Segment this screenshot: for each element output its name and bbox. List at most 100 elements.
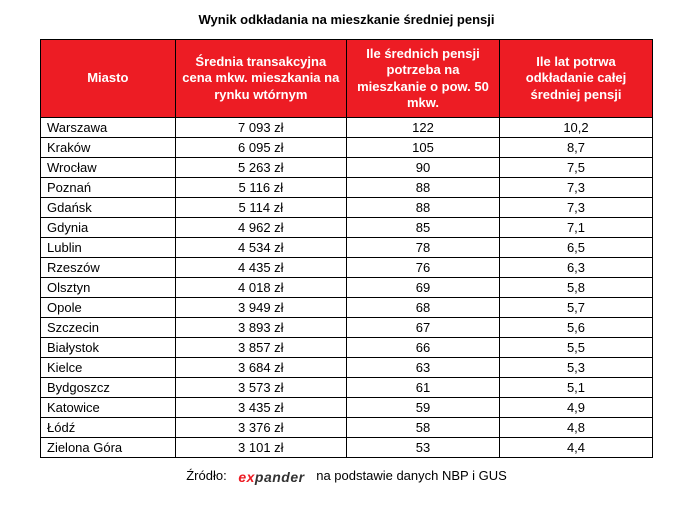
cell-city: Olsztyn — [41, 278, 176, 298]
cell-price: 5 116 zł — [175, 178, 346, 198]
cell-years: 7,1 — [499, 218, 652, 238]
table-row: Gdańsk5 114 zł887,3 — [41, 198, 653, 218]
cell-years: 10,2 — [499, 118, 652, 138]
table-row: Olsztyn4 018 zł695,8 — [41, 278, 653, 298]
cell-years: 5,6 — [499, 318, 652, 338]
cell-price: 4 018 zł — [175, 278, 346, 298]
cell-price: 4 534 zł — [175, 238, 346, 258]
page-title: Wynik odkładania na mieszkanie średniej … — [40, 12, 653, 27]
col-header-city: Miasto — [41, 40, 176, 118]
col-header-years: Ile lat potrwa odkładanie całej średniej… — [499, 40, 652, 118]
table-row: Kraków6 095 zł1058,7 — [41, 138, 653, 158]
cell-salaries: 66 — [346, 338, 499, 358]
cell-price: 5 114 zł — [175, 198, 346, 218]
cell-price: 3 949 zł — [175, 298, 346, 318]
cell-city: Białystok — [41, 338, 176, 358]
cell-price: 3 684 zł — [175, 358, 346, 378]
cell-salaries: 59 — [346, 398, 499, 418]
logo-rest: pander — [255, 469, 305, 485]
table-row: Bydgoszcz3 573 zł615,1 — [41, 378, 653, 398]
cell-salaries: 105 — [346, 138, 499, 158]
cell-city: Szczecin — [41, 318, 176, 338]
table-row: Kielce3 684 zł635,3 — [41, 358, 653, 378]
expander-logo: expander — [234, 469, 308, 485]
cell-price: 3 376 zł — [175, 418, 346, 438]
cell-salaries: 58 — [346, 418, 499, 438]
cell-price: 4 435 zł — [175, 258, 346, 278]
cell-city: Bydgoszcz — [41, 378, 176, 398]
cell-city: Poznań — [41, 178, 176, 198]
cell-salaries: 88 — [346, 178, 499, 198]
cell-years: 7,3 — [499, 178, 652, 198]
cell-salaries: 63 — [346, 358, 499, 378]
cell-price: 3 101 zł — [175, 438, 346, 458]
cell-price: 7 093 zł — [175, 118, 346, 138]
cell-salaries: 68 — [346, 298, 499, 318]
cell-years: 4,4 — [499, 438, 652, 458]
cell-city: Zielona Góra — [41, 438, 176, 458]
cell-city: Rzeszów — [41, 258, 176, 278]
cell-salaries: 69 — [346, 278, 499, 298]
cell-price: 6 095 zł — [175, 138, 346, 158]
cell-salaries: 122 — [346, 118, 499, 138]
cell-city: Opole — [41, 298, 176, 318]
logo-letter-x: x — [247, 469, 255, 485]
table-row: Opole3 949 zł685,7 — [41, 298, 653, 318]
cell-years: 7,3 — [499, 198, 652, 218]
cell-salaries: 88 — [346, 198, 499, 218]
cell-salaries: 67 — [346, 318, 499, 338]
cell-city: Kielce — [41, 358, 176, 378]
table-row: Szczecin3 893 zł675,6 — [41, 318, 653, 338]
cell-city: Warszawa — [41, 118, 176, 138]
table-row: Gdynia4 962 zł857,1 — [41, 218, 653, 238]
col-header-price: Średnia transakcyjna cena mkw. mieszkani… — [175, 40, 346, 118]
cell-salaries: 61 — [346, 378, 499, 398]
table-row: Lublin4 534 zł786,5 — [41, 238, 653, 258]
cell-years: 6,3 — [499, 258, 652, 278]
cell-price: 3 893 zł — [175, 318, 346, 338]
cell-price: 3 857 zł — [175, 338, 346, 358]
cell-salaries: 76 — [346, 258, 499, 278]
salary-table: Miasto Średnia transakcyjna cena mkw. mi… — [40, 39, 653, 458]
cell-years: 6,5 — [499, 238, 652, 258]
col-header-salaries: Ile średnich pensji potrzeba na mieszkan… — [346, 40, 499, 118]
cell-city: Wrocław — [41, 158, 176, 178]
cell-salaries: 53 — [346, 438, 499, 458]
table-row: Wrocław5 263 zł907,5 — [41, 158, 653, 178]
cell-price: 3 435 zł — [175, 398, 346, 418]
cell-years: 5,3 — [499, 358, 652, 378]
cell-city: Gdańsk — [41, 198, 176, 218]
cell-city: Łódź — [41, 418, 176, 438]
table-row: Katowice3 435 zł594,9 — [41, 398, 653, 418]
cell-years: 5,5 — [499, 338, 652, 358]
table-row: Zielona Góra3 101 zł534,4 — [41, 438, 653, 458]
cell-years: 7,5 — [499, 158, 652, 178]
table-row: Białystok3 857 zł665,5 — [41, 338, 653, 358]
cell-price: 4 962 zł — [175, 218, 346, 238]
cell-city: Katowice — [41, 398, 176, 418]
cell-years: 5,7 — [499, 298, 652, 318]
cell-salaries: 85 — [346, 218, 499, 238]
cell-years: 5,1 — [499, 378, 652, 398]
cell-city: Kraków — [41, 138, 176, 158]
cell-years: 5,8 — [499, 278, 652, 298]
cell-price: 5 263 zł — [175, 158, 346, 178]
cell-salaries: 78 — [346, 238, 499, 258]
cell-salaries: 90 — [346, 158, 499, 178]
table-row: Rzeszów4 435 zł766,3 — [41, 258, 653, 278]
cell-city: Lublin — [41, 238, 176, 258]
cell-years: 4,8 — [499, 418, 652, 438]
cell-years: 4,9 — [499, 398, 652, 418]
cell-city: Gdynia — [41, 218, 176, 238]
table-row: Poznań5 116 zł887,3 — [41, 178, 653, 198]
cell-price: 3 573 zł — [175, 378, 346, 398]
table-container: Wynik odkładania na mieszkanie średniej … — [0, 0, 693, 495]
table-header: Miasto Średnia transakcyjna cena mkw. mi… — [41, 40, 653, 118]
cell-years: 8,7 — [499, 138, 652, 158]
logo-letter-e: e — [238, 469, 246, 485]
table-body: Warszawa7 093 zł12210,2Kraków6 095 zł105… — [41, 118, 653, 458]
source-prefix: Źródło: — [186, 468, 226, 483]
table-row: Warszawa7 093 zł12210,2 — [41, 118, 653, 138]
source-line: Źródło: expander na podstawie danych NBP… — [40, 468, 653, 485]
table-row: Łódź3 376 zł584,8 — [41, 418, 653, 438]
